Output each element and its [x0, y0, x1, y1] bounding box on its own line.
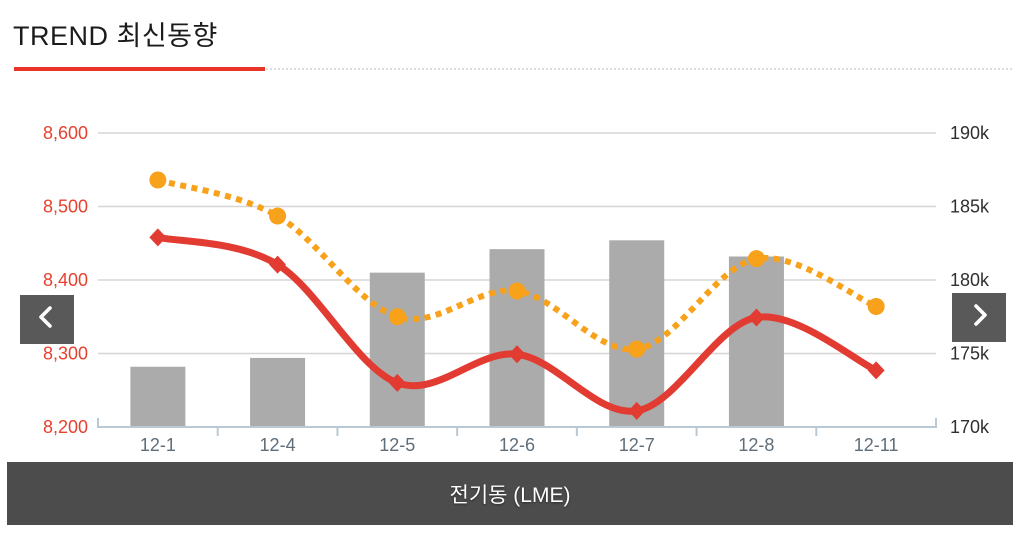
diamond-marker [628, 401, 646, 420]
circle-marker [149, 171, 167, 189]
bar [369, 272, 425, 427]
left-axis-tick: 8,400 [43, 270, 88, 290]
left-axis-labels: 8,200 8,300 8,400 8,500 8,600 [43, 123, 88, 437]
left-axis-tick: 8,600 [43, 123, 88, 143]
price-solid-line [149, 228, 885, 420]
x-axis-labels: 12-1 12-4 12-5 12-6 12-7 12-8 12-11 [140, 435, 899, 455]
title-underline [14, 67, 265, 71]
x-axis-tick: 12-1 [140, 435, 176, 455]
prev-button[interactable] [20, 295, 74, 344]
commodity-label-bar: 전기동 (LME) [7, 462, 1013, 525]
x-axis-tick: 12-11 [854, 435, 899, 455]
bar [728, 256, 784, 427]
combo-chart: 8,200 8,300 8,400 8,500 8,600 170k 175k 180k 185… [43, 123, 990, 455]
chevron-left-icon [34, 303, 60, 336]
x-axis-tick: 12-8 [738, 435, 774, 455]
circle-marker [628, 340, 646, 358]
title-dotted-rule [266, 68, 1012, 70]
right-axis-tick: 190k [950, 123, 990, 143]
circle-marker [867, 297, 885, 315]
diamond-marker [747, 308, 765, 327]
diamond-marker [508, 345, 526, 364]
next-button[interactable] [952, 293, 1006, 342]
bar [489, 249, 545, 427]
diamond-marker [149, 228, 167, 247]
commodity-label: 전기동 (LME) [449, 483, 571, 507]
chevron-right-icon [966, 301, 992, 334]
stock-bars [130, 240, 784, 427]
page-title: TREND 최신동향 [13, 21, 218, 51]
bar [609, 240, 665, 427]
left-axis-tick: 8,300 [43, 344, 88, 364]
circle-marker [508, 282, 526, 300]
diamond-marker [867, 361, 885, 380]
left-axis-tick: 8,200 [43, 417, 88, 437]
circle-marker [388, 308, 406, 326]
x-axis [97, 418, 937, 436]
bar [250, 357, 306, 427]
x-axis-tick: 12-4 [260, 435, 296, 455]
x-axis-tick: 12-5 [379, 435, 415, 455]
bar [130, 366, 186, 427]
circle-marker [269, 207, 287, 225]
diamond-marker [269, 255, 287, 274]
right-axis-tick: 185k [950, 197, 990, 217]
x-axis-tick: 12-6 [499, 435, 535, 455]
left-axis-tick: 8,500 [43, 197, 88, 217]
right-axis-labels: 170k 175k 180k 185k 190k [950, 123, 990, 437]
right-axis-tick: 170k [950, 417, 990, 437]
circle-marker [747, 250, 765, 268]
price-dotted-line [149, 171, 885, 358]
diamond-marker [388, 373, 406, 392]
right-axis-tick: 175k [950, 344, 990, 364]
x-axis-tick: 12-7 [619, 435, 655, 455]
right-axis-tick: 180k [950, 270, 990, 290]
